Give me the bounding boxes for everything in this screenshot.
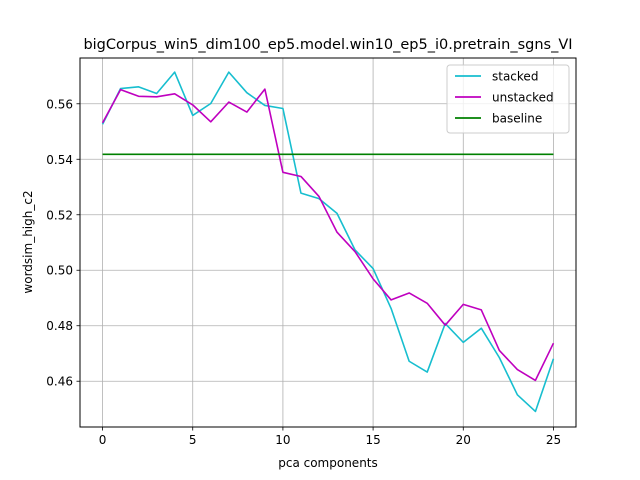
y-tick-label: 0.48 [46,319,73,333]
axis-ticks: 0 5 10 15 20 25 0.46 0.48 0.50 0.52 0.54 0.56 [46,97,561,447]
series-lines [101,71,555,413]
x-tick-label: 25 [546,433,561,447]
x-tick-label: 20 [456,433,471,447]
y-tick-label: 0.46 [46,375,73,389]
legend-label-stacked: stacked [492,70,538,84]
x-tick-label: 10 [275,433,290,447]
plot-frame [79,57,577,428]
y-tick-label: 0.50 [46,264,73,278]
y-tick-label: 0.54 [46,153,73,167]
series-line-stacked [101,71,555,413]
legend: stacked unstacked baseline [446,64,570,134]
x-tick-label: 0 [99,433,107,447]
y-axis-label: wordsim_high_c2 [21,190,35,293]
y-tick-label: 0.56 [46,97,73,111]
legend-box [446,64,570,134]
y-tick-label: 0.52 [46,208,73,222]
x-tick-label: 5 [189,433,197,447]
x-axis-label: pca components [278,456,378,470]
legend-label-baseline: baseline [492,112,542,126]
legend-label-unstacked: unstacked [492,91,554,105]
series-line-unstacked [101,88,555,382]
x-tick-label: 15 [365,433,380,447]
chart-title: bigCorpus_win5_dim100_ep5.model.win10_ep… [83,37,572,53]
